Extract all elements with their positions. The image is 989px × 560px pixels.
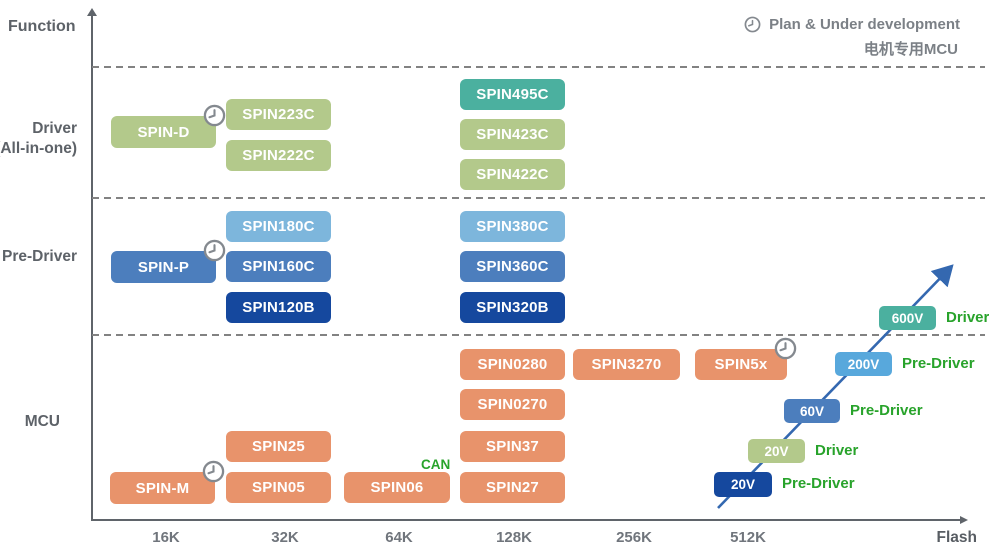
product-label: SPIN360C: [476, 258, 549, 275]
product-box-spin380c: SPIN380C: [460, 211, 565, 242]
product-box-spin320b: SPIN320B: [460, 292, 565, 323]
row-separator-bottom: [92, 334, 985, 336]
clock-icon: [744, 16, 761, 33]
product-box-spin422c: SPIN422C: [460, 159, 565, 190]
voltage-role-label: Pre-Driver: [782, 475, 855, 492]
product-box-spin-p: SPIN-P: [111, 239, 226, 283]
product-label: SPIN222C: [242, 147, 315, 164]
x-axis-title: Flash: [936, 529, 977, 546]
product-label: SPIN423C: [476, 126, 549, 143]
product-box-spin360c: SPIN360C: [460, 251, 565, 282]
product-box-spin0280: SPIN0280: [460, 349, 565, 380]
annotation-can: CAN: [421, 457, 451, 472]
product-label: SPIN27: [486, 479, 539, 496]
y-axis-title: Function: [8, 18, 76, 35]
product-box-spin05: SPIN05: [226, 472, 331, 503]
row-separator-middle: [92, 197, 985, 199]
product-box-spin495c: SPIN495C: [460, 79, 565, 110]
product-box-spin3270: SPIN3270: [573, 349, 680, 380]
y-axis-arrow-icon: [87, 8, 97, 16]
voltage-badge-200v: 200V: [835, 352, 892, 376]
product-label: SPIN223C: [242, 106, 315, 123]
product-label: SPIN495C: [476, 86, 549, 103]
x-tick-128k: 128K: [496, 529, 532, 546]
product-label: SPIN0280: [477, 356, 548, 373]
product-label: SPIN-M: [135, 479, 190, 497]
x-axis-arrow-icon: [960, 516, 968, 524]
voltage-role-label: Pre-Driver: [902, 355, 975, 372]
clock-icon: [774, 337, 797, 360]
voltage-badge-20v: 20V: [714, 472, 772, 497]
product-box-spin-d: SPIN-D: [111, 104, 226, 148]
product-box-spin37: SPIN37: [460, 431, 565, 462]
voltage-badge-20v: 20V: [748, 439, 805, 463]
row-separator-top: [92, 66, 985, 68]
y-axis-line: [91, 14, 93, 520]
product-box-spin06: SPIN06: [344, 472, 450, 503]
product-label: SPIN-P: [137, 258, 190, 276]
product-label: SPIN422C: [476, 166, 549, 183]
product-label: SPIN0270: [477, 396, 548, 413]
product-box-spin222c: SPIN222C: [226, 140, 331, 171]
product-label: SPIN5x: [714, 356, 768, 373]
voltage-role-label: Pre-Driver: [850, 402, 923, 419]
voltage-badge-600v: 600V: [879, 306, 936, 330]
product-label: SPIN3270: [591, 356, 662, 373]
product-label: SPIN06: [370, 479, 424, 496]
product-label: SPIN25: [252, 438, 305, 455]
product-box-spin0270: SPIN0270: [460, 389, 565, 420]
clock-icon: [202, 460, 225, 483]
x-axis-line: [91, 519, 963, 521]
product-label: SPIN120B: [242, 299, 315, 316]
row-label-predriver: Pre-Driver: [2, 248, 77, 265]
product-box-spin160c: SPIN160C: [226, 251, 331, 282]
product-box-spin-m: SPIN-M: [110, 460, 225, 504]
product-box-spin423c: SPIN423C: [460, 119, 565, 150]
product-box-spin5x: SPIN5x: [695, 337, 797, 380]
legend-note: 电机专用MCU: [863, 41, 958, 58]
x-tick-256k: 256K: [616, 529, 652, 546]
voltage-badge-60v: 60V: [784, 399, 840, 423]
legend: Plan & Under development: [744, 16, 960, 33]
voltage-role-label: Driver: [946, 309, 989, 326]
clock-icon: [203, 104, 226, 127]
product-label: SPIN05: [252, 479, 305, 496]
legend-plan-label: Plan & Under development: [769, 16, 960, 33]
voltage-role-label: Driver: [815, 442, 859, 459]
product-label: SPIN37: [486, 438, 539, 455]
product-label: SPIN160C: [242, 258, 315, 275]
x-tick-64k: 64K: [385, 529, 413, 546]
product-box-spin120b: SPIN120B: [226, 292, 331, 323]
clock-icon: [203, 239, 226, 262]
row-label-driver: Driver (All-in-one): [0, 120, 77, 158]
x-tick-16k: 16K: [152, 529, 180, 546]
x-tick-512k: 512K: [730, 529, 766, 546]
product-label: SPIN-D: [137, 123, 190, 141]
row-label-mcu: MCU: [24, 413, 60, 430]
product-box-spin180c: SPIN180C: [226, 211, 331, 242]
product-label: SPIN320B: [476, 299, 549, 316]
product-box-spin27: SPIN27: [460, 472, 565, 503]
product-box-spin223c: SPIN223C: [226, 99, 331, 130]
product-label: SPIN380C: [476, 218, 549, 235]
product-label: SPIN180C: [242, 218, 315, 235]
product-box-spin25: SPIN25: [226, 431, 331, 462]
x-tick-32k: 32K: [271, 529, 299, 546]
